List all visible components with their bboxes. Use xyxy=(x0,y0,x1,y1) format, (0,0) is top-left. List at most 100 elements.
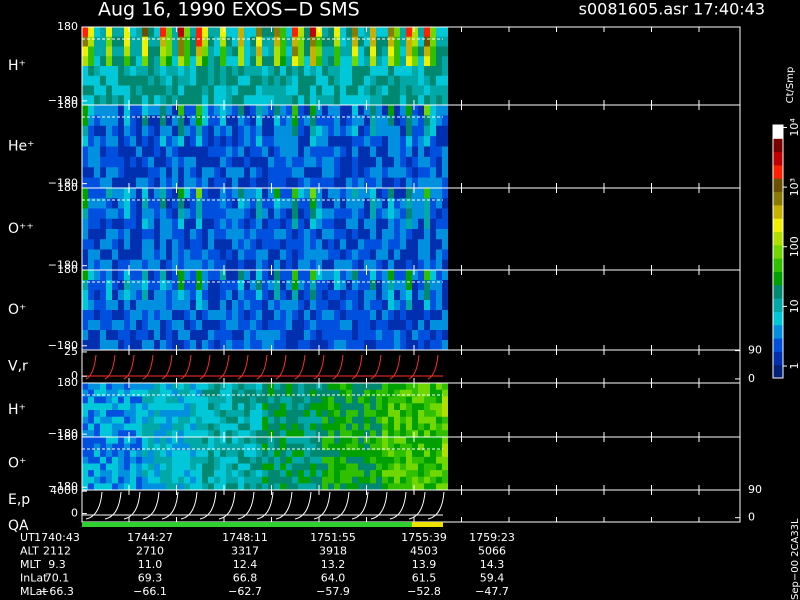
spectrogram-cell xyxy=(238,320,244,331)
spectrogram-cell xyxy=(208,95,214,106)
spectrogram-cell xyxy=(388,310,394,321)
spectrogram-cell xyxy=(100,270,106,281)
spectrogram-cell xyxy=(316,476,322,484)
spectrogram-cell xyxy=(118,403,124,411)
spectrogram-cell xyxy=(178,85,184,96)
spectrogram-cell xyxy=(196,218,202,230)
spectrogram-cell xyxy=(286,437,292,445)
spectrogram-cell xyxy=(190,249,196,261)
spectrogram-cell xyxy=(406,56,412,67)
spectrogram-cell xyxy=(118,66,124,77)
spectrogram-cell xyxy=(112,198,118,209)
spectrogram-cell xyxy=(280,177,286,189)
y-tick-label: 180 xyxy=(57,430,78,443)
spectrogram-cell xyxy=(316,280,322,291)
spectrogram-cell xyxy=(400,125,406,137)
spectrogram-cell xyxy=(304,430,310,438)
spectrogram-cell xyxy=(256,229,262,240)
spectrogram-cell xyxy=(328,403,334,411)
spectrogram-cell xyxy=(274,270,280,281)
spectrogram-cell xyxy=(298,27,304,38)
spectrogram-cell xyxy=(130,290,136,301)
spectrogram-cell xyxy=(190,270,196,281)
spectrogram-cell xyxy=(406,389,412,397)
spectrogram-cell xyxy=(100,66,106,77)
spectrogram-cell xyxy=(358,290,364,301)
spectrogram-cell xyxy=(334,463,340,471)
spectrogram-cell xyxy=(130,280,136,291)
spectrogram-cell xyxy=(382,463,388,471)
spectrogram-cell xyxy=(322,85,328,96)
spectrogram-cell xyxy=(328,483,334,491)
spectrogram-cell xyxy=(88,229,94,240)
spectrogram-cell xyxy=(292,463,298,471)
spectrogram-cell xyxy=(220,136,226,147)
spectrogram-cell xyxy=(376,403,382,411)
spectrogram-cell xyxy=(184,229,190,240)
spectrogram-cell xyxy=(106,410,112,418)
spectrogram-cell xyxy=(256,85,262,96)
spectrogram-cell xyxy=(346,125,352,137)
spectrogram-cell xyxy=(316,146,322,158)
spectrogram-cell xyxy=(352,218,358,230)
spectrogram-cell xyxy=(430,340,436,351)
spectrogram-cell xyxy=(334,56,340,67)
spectrogram-cell xyxy=(274,403,280,411)
spectrogram-cell xyxy=(268,218,274,230)
spectrogram-cell xyxy=(160,239,166,250)
spectrogram-cell xyxy=(112,167,118,179)
spectrogram-cell xyxy=(190,423,196,431)
spectrogram-cell xyxy=(400,437,406,445)
spectrogram-cell xyxy=(172,416,178,424)
spectrogram-cell xyxy=(364,239,370,250)
spectrogram-cell xyxy=(340,56,346,67)
spectrogram-cell xyxy=(130,437,136,445)
spectrogram-cell xyxy=(148,27,154,38)
spectrogram-cell xyxy=(238,403,244,411)
spectrogram-cell xyxy=(352,95,358,106)
spectrogram-cell xyxy=(112,470,118,478)
spectrogram-cell xyxy=(196,300,202,311)
spectrogram-cell xyxy=(346,310,352,321)
spectrogram-cell xyxy=(184,450,190,458)
spectrogram-cell xyxy=(418,330,424,341)
spectrogram-cell xyxy=(334,229,340,240)
spectrogram-cell xyxy=(82,437,88,445)
spectrogram-cell xyxy=(346,410,352,418)
spectrogram-cell xyxy=(220,177,226,189)
spectrogram-cell xyxy=(88,403,94,411)
spectrogram-cell xyxy=(436,483,442,491)
spectrogram-cell xyxy=(190,320,196,331)
spectrogram-cell xyxy=(100,430,106,438)
spectrogram-cell xyxy=(364,310,370,321)
spectrogram-cell xyxy=(196,27,202,38)
spectrogram-cell xyxy=(94,443,100,451)
spectrogram-cell xyxy=(118,340,124,351)
spectrogram-cell xyxy=(388,330,394,341)
spectrogram-cell xyxy=(100,136,106,147)
spectrogram-cell xyxy=(292,156,298,168)
spectrogram-cell xyxy=(418,229,424,240)
spectrogram-cell xyxy=(166,410,172,418)
spectrogram-cell xyxy=(382,208,388,220)
spectrogram-cell xyxy=(376,450,382,458)
spectrogram-cell xyxy=(310,218,316,230)
spectrogram-cell xyxy=(232,450,238,458)
spectrogram-cell xyxy=(82,320,88,331)
spectrogram-cell xyxy=(208,36,214,47)
y-tick-label: −180 xyxy=(48,339,78,352)
spectrogram-cell xyxy=(310,146,316,158)
spectrogram-cell xyxy=(298,177,304,189)
spectrogram-cell xyxy=(394,456,400,464)
spectrogram-cell xyxy=(256,443,262,451)
spectrogram-cell xyxy=(124,177,130,189)
spectrogram-cell xyxy=(280,423,286,431)
spectrogram-cell xyxy=(142,389,148,397)
spectrogram-cell xyxy=(214,239,220,250)
spectrogram-cell xyxy=(430,115,436,127)
spectrogram-cell xyxy=(340,115,346,127)
spectrogram-cell xyxy=(298,36,304,47)
spectrogram-cell xyxy=(148,280,154,291)
spectrogram-cell xyxy=(316,463,322,471)
spectrogram-cell xyxy=(154,443,160,451)
